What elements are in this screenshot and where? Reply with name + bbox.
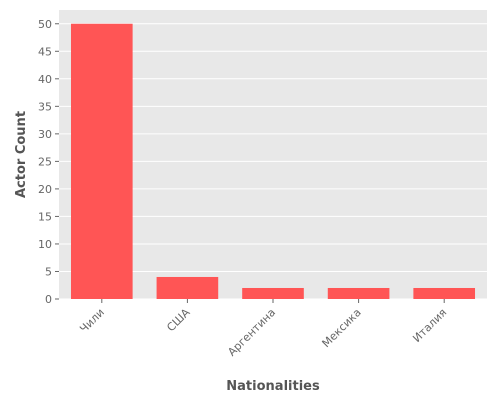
bar: [413, 287, 476, 299]
y-tick-label: 0: [45, 293, 52, 306]
bar: [70, 23, 133, 300]
y-tick-label: 25: [38, 155, 52, 168]
x-tick-label: Италия: [410, 306, 449, 345]
bar: [327, 287, 390, 299]
y-tick-label: 35: [38, 100, 52, 113]
bars: [70, 23, 476, 300]
y-axis-ticks: 0 5 10 15 20 25 30 35 40 45 50: [38, 18, 59, 306]
x-axis-ticks: Чили США Аргентина Мексика Италия: [77, 299, 449, 359]
y-tick-label: 40: [38, 73, 52, 86]
bar: [242, 287, 304, 299]
y-axis-title: Actor Count: [14, 111, 29, 198]
y-tick-label: 15: [38, 210, 52, 223]
x-axis-title: Nationalities: [226, 379, 320, 394]
y-tick-label: 5: [45, 265, 52, 278]
bar: [156, 276, 219, 299]
y-tick-label: 30: [38, 128, 52, 141]
x-tick-label: Чили: [77, 306, 107, 336]
y-tick-label: 50: [38, 18, 52, 31]
x-tick-label: Мексика: [320, 306, 364, 350]
x-tick-label: США: [164, 306, 193, 335]
x-tick-label: Аргентина: [225, 306, 278, 359]
y-tick-label: 10: [38, 238, 52, 251]
y-tick-label: 45: [38, 45, 52, 58]
y-tick-label: 20: [38, 183, 52, 196]
